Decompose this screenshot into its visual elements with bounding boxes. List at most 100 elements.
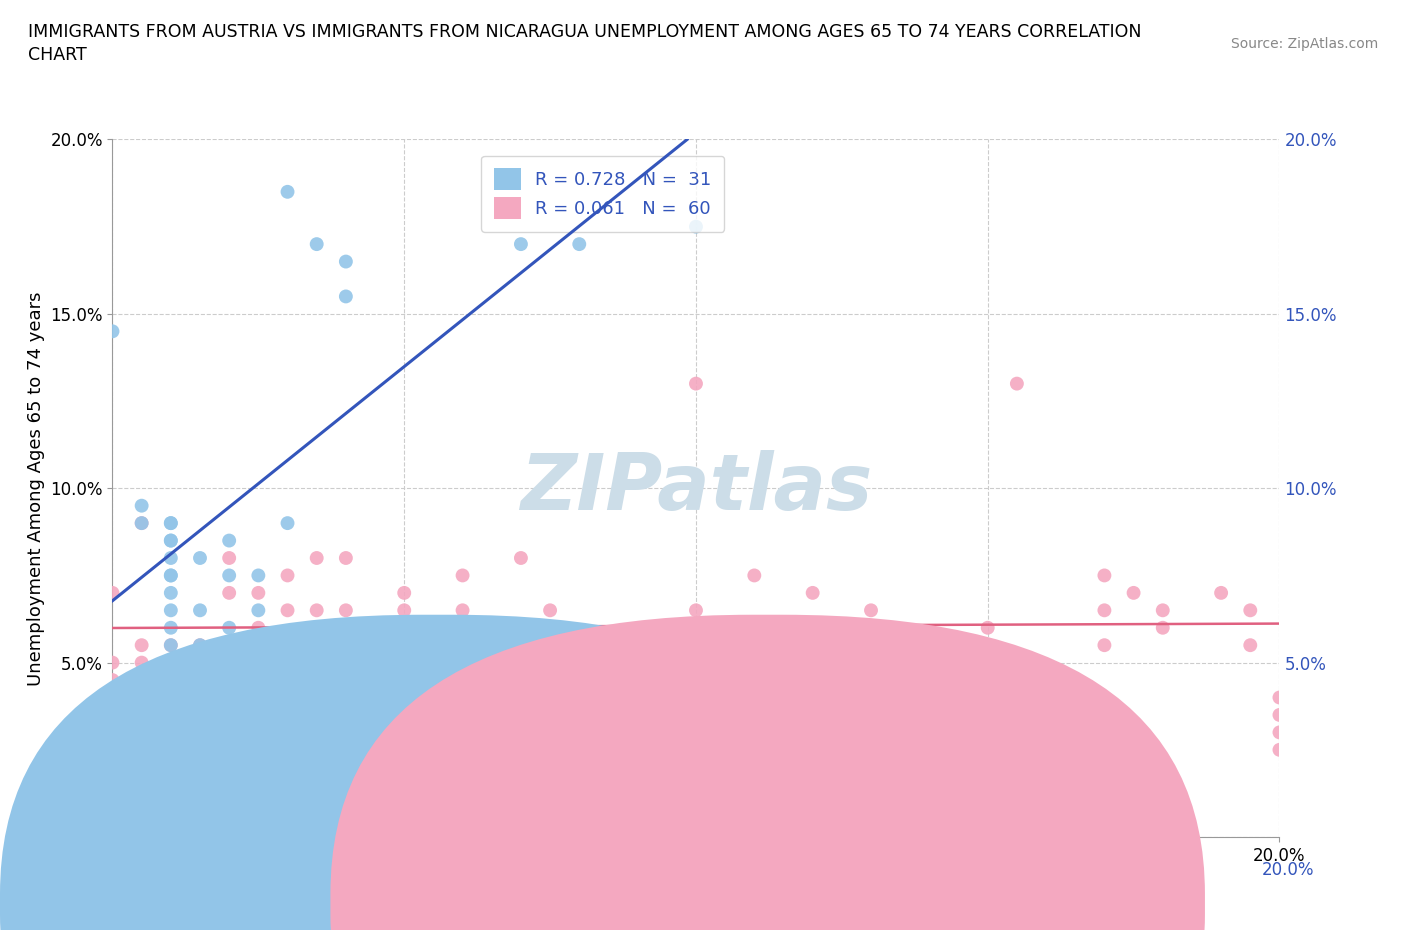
Point bbox=[218, 551, 240, 565]
Point bbox=[160, 568, 183, 583]
Point bbox=[247, 638, 270, 653]
Point bbox=[1268, 742, 1291, 757]
Point bbox=[976, 620, 998, 635]
Text: Source: ZipAtlas.com: Source: ZipAtlas.com bbox=[1230, 37, 1378, 51]
Point bbox=[218, 620, 240, 635]
Point bbox=[160, 533, 183, 548]
Legend: R = 0.728   N =  31, R = 0.061   N =  60: R = 0.728 N = 31, R = 0.061 N = 60 bbox=[481, 155, 724, 232]
Point bbox=[160, 551, 183, 565]
Point bbox=[859, 603, 883, 618]
Point bbox=[131, 638, 153, 653]
Point bbox=[276, 603, 298, 618]
Point bbox=[335, 254, 357, 269]
Point bbox=[160, 656, 183, 671]
Point bbox=[131, 656, 153, 671]
Point bbox=[1152, 620, 1174, 635]
Point bbox=[335, 603, 357, 618]
Point bbox=[1092, 603, 1115, 618]
Point bbox=[1092, 568, 1115, 583]
Point bbox=[685, 603, 707, 618]
Point bbox=[422, 708, 444, 723]
Point bbox=[1268, 725, 1291, 740]
Point bbox=[188, 638, 211, 653]
Point bbox=[160, 708, 183, 723]
Text: CHART: CHART bbox=[28, 46, 87, 64]
Point bbox=[392, 586, 416, 601]
Point bbox=[276, 184, 298, 199]
Point bbox=[131, 515, 153, 530]
Point bbox=[626, 672, 648, 687]
Point bbox=[335, 551, 357, 565]
Text: ZIPatlas: ZIPatlas bbox=[520, 450, 872, 526]
Point bbox=[160, 638, 183, 653]
Point bbox=[742, 568, 765, 583]
Point bbox=[101, 586, 124, 601]
Point bbox=[101, 672, 124, 687]
Point bbox=[160, 515, 183, 530]
Point bbox=[247, 586, 270, 601]
Point bbox=[1209, 586, 1232, 601]
Point bbox=[1239, 638, 1261, 653]
Point bbox=[160, 672, 183, 687]
Point bbox=[131, 672, 153, 687]
Point bbox=[101, 690, 124, 705]
Point bbox=[218, 568, 240, 583]
Point bbox=[218, 533, 240, 548]
Point bbox=[509, 237, 531, 252]
Text: 0.0%: 0.0% bbox=[98, 860, 141, 879]
Point bbox=[1035, 725, 1057, 740]
Y-axis label: Unemployment Among Ages 65 to 74 years: Unemployment Among Ages 65 to 74 years bbox=[27, 291, 45, 685]
Point bbox=[247, 620, 270, 635]
Point bbox=[218, 638, 240, 653]
Point bbox=[188, 603, 211, 618]
Point bbox=[247, 568, 270, 583]
Point bbox=[276, 515, 298, 530]
Point bbox=[1122, 586, 1144, 601]
Point bbox=[568, 237, 591, 252]
Point bbox=[160, 568, 183, 583]
Point bbox=[131, 498, 153, 513]
Point bbox=[685, 377, 707, 392]
Point bbox=[276, 568, 298, 583]
Point bbox=[568, 638, 591, 653]
Point bbox=[1005, 377, 1028, 392]
Point bbox=[188, 638, 211, 653]
Point bbox=[160, 620, 183, 635]
Point bbox=[481, 638, 503, 653]
Point bbox=[160, 690, 183, 705]
Point bbox=[538, 603, 561, 618]
Point bbox=[305, 551, 328, 565]
Point bbox=[101, 324, 124, 339]
Point bbox=[1092, 638, 1115, 653]
Point bbox=[305, 603, 328, 618]
Point bbox=[364, 638, 387, 653]
Point bbox=[188, 708, 211, 723]
Point bbox=[305, 237, 328, 252]
Point bbox=[392, 603, 416, 618]
Point bbox=[188, 672, 211, 687]
Point bbox=[160, 586, 183, 601]
Point bbox=[1239, 603, 1261, 618]
Point bbox=[101, 656, 124, 671]
Text: IMMIGRANTS FROM AUSTRIA VS IMMIGRANTS FROM NICARAGUA UNEMPLOYMENT AMONG AGES 65 : IMMIGRANTS FROM AUSTRIA VS IMMIGRANTS FR… bbox=[28, 23, 1142, 41]
Point bbox=[188, 551, 211, 565]
Point bbox=[247, 603, 270, 618]
Point bbox=[509, 551, 531, 565]
Point bbox=[801, 586, 824, 601]
Point bbox=[451, 568, 474, 583]
Point bbox=[131, 515, 153, 530]
Point bbox=[131, 690, 153, 705]
Text: Immigrants from Austria: Immigrants from Austria bbox=[458, 895, 662, 913]
Point bbox=[335, 289, 357, 304]
Point bbox=[1152, 603, 1174, 618]
Point bbox=[160, 515, 183, 530]
Point bbox=[451, 603, 474, 618]
Point bbox=[218, 586, 240, 601]
Text: Immigrants from Nicaragua: Immigrants from Nicaragua bbox=[789, 895, 1018, 913]
Text: 20.0%: 20.0% bbox=[1263, 860, 1315, 879]
Point bbox=[160, 638, 183, 653]
Point bbox=[1268, 708, 1291, 723]
Point bbox=[1268, 690, 1291, 705]
Point bbox=[160, 533, 183, 548]
Point bbox=[160, 603, 183, 618]
